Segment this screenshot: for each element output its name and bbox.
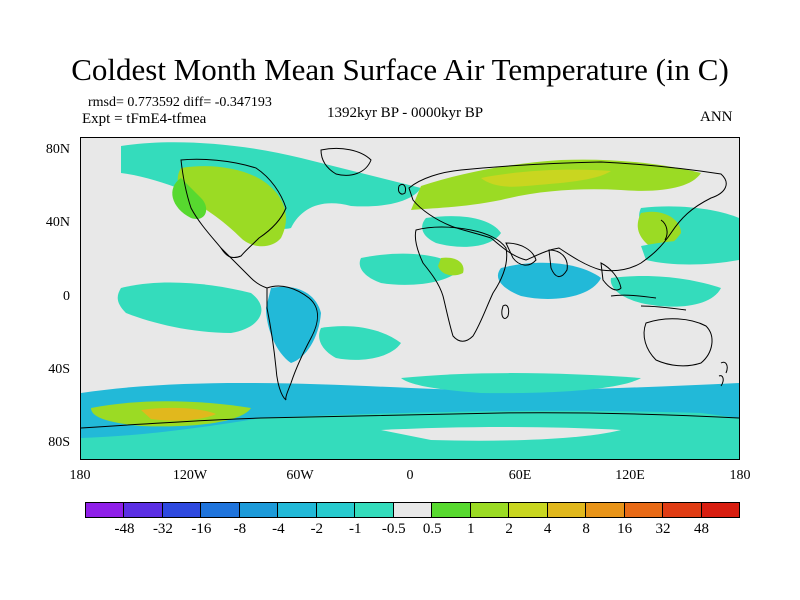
coast-arabia [505, 242, 537, 266]
colorbar-box [700, 502, 740, 518]
colorbar-label: -32 [152, 521, 173, 537]
time-period-label: 1392kyr BP - 0000kyr BP [326, 105, 484, 121]
colorbar-box [585, 502, 625, 518]
colorbar-label: 1 [466, 521, 475, 537]
colorbar-box [315, 502, 356, 518]
lon-label-0: 0 [406, 468, 414, 483]
coast-uk [398, 183, 406, 195]
coast-australia [643, 318, 713, 367]
colorbar-box [508, 502, 548, 518]
colorbar-label: 0.5 [422, 521, 442, 537]
coast-antarctica [81, 412, 739, 429]
coast-africa [414, 226, 508, 342]
coast-new-zealand [718, 361, 728, 387]
lon-label-60w: 60W [286, 468, 314, 483]
anomaly-region-siberia-warm-core [481, 169, 611, 187]
anomaly-region-east-pacific-cool [117, 282, 262, 333]
colorbar-box [623, 502, 664, 518]
coast-north-america [180, 158, 287, 259]
colorbar-box [431, 502, 471, 518]
coast-madagascar [501, 304, 510, 319]
anomaly-region-eurasia-warm [411, 159, 701, 210]
colorbar-label: 48 [694, 521, 710, 537]
world-map [81, 138, 739, 459]
colorbar-label: -2 [310, 521, 324, 537]
colorbar-box [469, 502, 510, 518]
coast-southeast-asia [600, 262, 622, 291]
anomaly-region-japan-warm [637, 211, 681, 249]
lat-label-40s: 40S [48, 362, 70, 377]
lat-label-40n: 40N [45, 215, 70, 230]
colorbar-box [123, 502, 163, 518]
anomaly-region-north-atlantic-cool [121, 142, 421, 229]
lon-label-60e: 60E [508, 468, 532, 483]
colorbar-label: -1 [349, 521, 362, 537]
anomaly-region-north-america-warm-west [172, 178, 207, 219]
colorbar-label: 2 [505, 521, 513, 537]
colorbar-box [392, 502, 433, 518]
experiment-label: Expt = tFmE4-tfmea [82, 111, 207, 127]
anomaly-region-southern-ocean-cool-light [401, 373, 641, 394]
colorbar-label: 32 [655, 521, 671, 537]
colorbar-box [161, 502, 202, 518]
coast-south-america [266, 285, 318, 401]
anomaly-region-north-america-warm [177, 166, 286, 247]
coastlines [81, 147, 739, 429]
coast-europe-asia [408, 161, 727, 272]
lat-label-80s: 80S [48, 435, 70, 450]
anomaly-region-antarctica-neutral [381, 427, 621, 441]
coast-indonesia [610, 294, 687, 311]
lon-label-120w: 120W [172, 468, 208, 483]
colorbar-box [85, 502, 125, 518]
map-panel [80, 137, 740, 460]
season-label: ANN [700, 109, 733, 125]
lat-label-0: 0 [63, 289, 70, 304]
anomaly-region-africa-warm [438, 257, 464, 276]
colorbar [85, 502, 740, 518]
anomaly-region-africa-cool [422, 216, 501, 247]
colorbar-label: -4 [272, 521, 285, 537]
colorbar-box [662, 502, 702, 518]
coast-japan [660, 219, 668, 241]
colorbar-label: 4 [543, 521, 552, 537]
lon-label-180-west: 180 [69, 468, 91, 483]
lon-label-120e: 120E [615, 468, 645, 483]
colorbar-label: -48 [114, 521, 135, 537]
map-title: Coldest Month Mean Surface Air Temperatu… [71, 52, 729, 87]
lat-label-80n: 80N [45, 142, 70, 157]
colorbar-label: -16 [191, 521, 212, 537]
colorbar-box [200, 502, 240, 518]
coast-central-america [220, 247, 268, 289]
colorbar-box [238, 502, 279, 518]
anomaly-region-indian-ocean-cool [497, 262, 601, 299]
colorbar-box [277, 502, 317, 518]
colorbar-label: 8 [582, 521, 590, 537]
colorbar-box [354, 502, 394, 518]
colorbar-label: 16 [617, 521, 633, 537]
anomaly-region-south-atlantic-cool [319, 326, 401, 360]
anomaly-region-subtropical-atlantic-cool [359, 253, 461, 285]
colorbar-label: -8 [233, 521, 247, 537]
anomaly-region-indonesia-cool [610, 276, 721, 307]
anomaly-region-ross-sea-warm-core [141, 407, 216, 421]
colorbar-box [546, 502, 587, 518]
anomaly-region-north-pacific-cool [641, 240, 739, 265]
anomaly-region-south-america-cool [266, 286, 321, 363]
coast-greenland [320, 147, 372, 176]
lon-label-180-east: 180 [729, 468, 751, 483]
colorbar-label: -0.5 [381, 521, 406, 537]
rmsd-diff-stats: rmsd= 0.773592 diff= -0.347193 [88, 95, 272, 110]
coast-india [548, 249, 568, 277]
